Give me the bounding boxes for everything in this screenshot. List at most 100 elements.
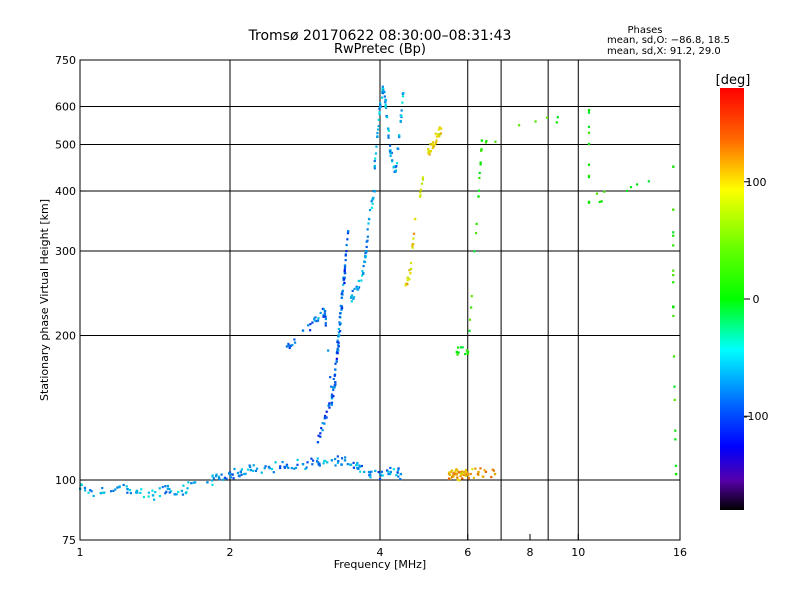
data-point [164,485,167,488]
data-point [326,461,329,464]
data-point [283,466,287,469]
data-point [461,477,464,480]
data-point [459,346,463,349]
data-point [587,142,591,146]
data-point [468,318,472,321]
x-tick-label: 16 [673,546,687,559]
data-point [479,467,482,470]
data-point [370,470,373,473]
data-point [311,463,314,466]
data-point [301,329,305,332]
y-tick-label: 750 [55,54,76,67]
data-point [254,469,258,473]
data-point [330,397,333,400]
data-point [291,343,294,347]
data-point [114,488,117,491]
data-point [461,346,464,349]
y-tick-label: 600 [55,101,76,114]
data-point [289,344,292,348]
data-point [371,202,374,205]
data-point [359,470,362,473]
y-axis-ticks: 75 100 200 300 400 500 600 750 [55,54,86,547]
data-point [406,279,409,282]
data-point [304,467,307,471]
data-point [381,88,385,92]
stats-line-x: mean, sd,X: 91.2, 29.0 [607,46,721,57]
data-point [448,477,451,480]
data-point [101,486,104,490]
data-point [343,264,347,267]
data-point [534,120,537,123]
data-point [296,458,299,462]
data-point [379,105,382,108]
data-point [351,289,354,293]
data-point [331,386,335,389]
data-point [405,282,408,285]
data-point [625,189,629,193]
data-point [389,473,392,476]
data-point [248,464,251,467]
data-point [672,314,675,318]
data-point [285,345,289,348]
data-point [419,194,422,197]
data-point [296,463,299,466]
data-point [340,305,344,308]
data-point [329,376,332,379]
data-point [99,491,103,495]
data-point [341,291,344,294]
data-point [87,491,90,494]
data-point [485,139,488,143]
data-point [293,338,296,341]
data-point [472,476,475,479]
stats-heading: Phases [627,25,662,36]
data-point [187,481,190,484]
data-point [399,472,403,476]
data-point [325,410,328,413]
data-point [340,457,344,460]
data-point [337,349,340,352]
data-point [129,492,132,495]
data-point [336,347,339,351]
data-point [356,288,359,291]
data-point [319,311,322,314]
data-point [436,133,440,136]
data-point [317,317,320,320]
data-point [177,490,180,494]
data-point [334,457,337,461]
data-point [406,283,409,286]
data-point [318,464,321,467]
data-point [346,462,349,466]
data-point [338,334,341,337]
data-point [344,259,347,262]
data-point [439,132,443,135]
data-point [434,143,437,146]
data-point [236,471,240,475]
data-point [374,469,377,473]
data-point [356,286,360,289]
data-point [324,315,327,318]
data-point [346,238,349,241]
data-point [362,271,365,275]
data-point [459,473,463,476]
data-point [348,463,352,466]
data-point [478,171,481,175]
data-point [323,422,326,425]
data-point [320,426,323,430]
data-point [169,490,173,493]
data-point [378,112,381,116]
data-point [456,478,459,481]
data-point [408,269,411,272]
data-point [412,237,415,240]
data-point [364,256,367,259]
data-point [215,473,218,476]
data-point [324,414,327,418]
data-point [431,143,434,146]
data-point [343,459,347,462]
data-point [452,472,455,475]
data-point [309,329,312,332]
data-point [396,147,399,150]
colorbar-tick-label: -100 [744,410,769,423]
data-point [340,308,343,311]
data-point [432,141,435,144]
data-point [293,467,296,470]
